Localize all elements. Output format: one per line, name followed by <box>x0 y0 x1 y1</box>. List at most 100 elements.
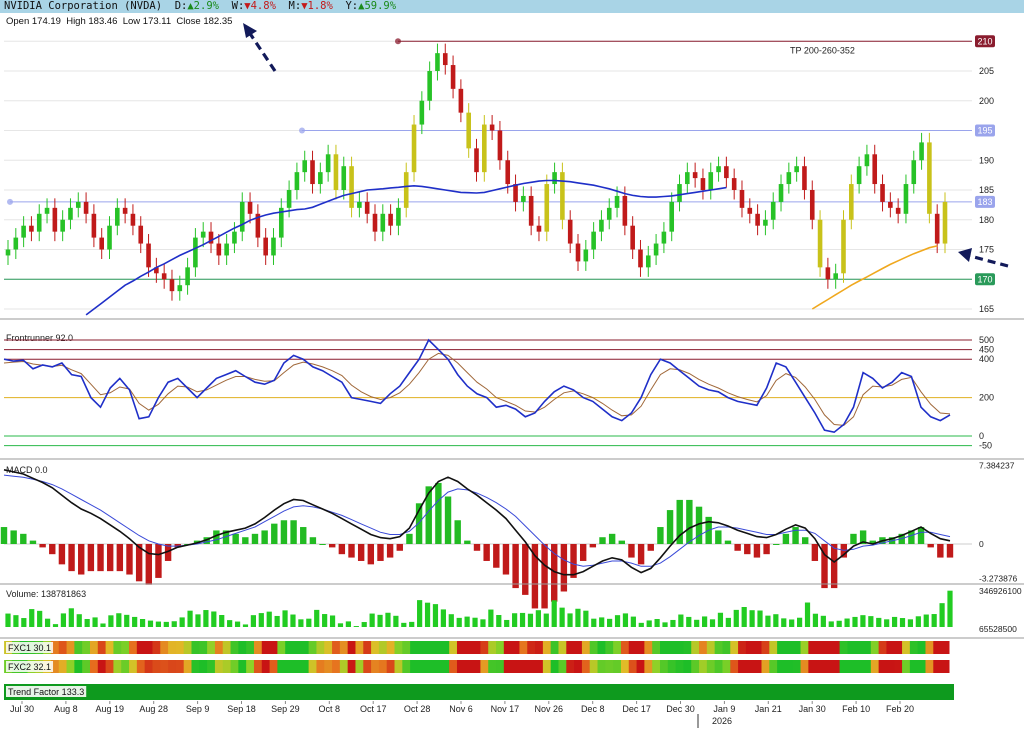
fxc2-cell <box>214 660 224 673</box>
fxc1-cell <box>886 641 895 654</box>
fxc2-cell <box>402 660 411 673</box>
year-change: ▲59.9% <box>358 0 397 12</box>
macd-panel[interactable]: MACD 0.0 7.384237 0 -3.273876 <box>0 461 1018 609</box>
fxc1-cell <box>230 641 239 654</box>
volume-bar <box>899 618 906 627</box>
volume-bar <box>583 610 589 627</box>
volume-bar <box>630 616 636 627</box>
macd-histogram-bar <box>39 544 46 548</box>
fxc2-cell <box>160 660 169 673</box>
volume-tick: 346926100 <box>979 586 1022 596</box>
volume-bar <box>92 617 98 627</box>
volume-bar <box>179 617 185 627</box>
volume-bar <box>891 616 898 627</box>
fxc1-cell <box>464 641 474 654</box>
fxc2-cell <box>488 660 497 673</box>
volume-bar <box>488 609 494 627</box>
candle-body <box>809 190 815 220</box>
x-tick-label: Sep 18 <box>227 704 256 714</box>
volume-bar <box>694 619 700 627</box>
fxc1-cell <box>550 641 560 654</box>
fxc2-cell <box>784 660 794 673</box>
volume-panel[interactable]: Volume: 138781863 346926100 65528500 <box>5 586 1022 634</box>
volume-bar <box>686 616 692 627</box>
volume-bar <box>884 619 890 627</box>
macd-histogram-bar <box>628 544 635 558</box>
volume-bar <box>227 620 233 627</box>
fxc1-cell <box>58 641 68 654</box>
candle-body <box>396 207 401 226</box>
candle-body <box>638 249 643 268</box>
macd-histogram-bar <box>87 544 95 572</box>
candle-body <box>310 160 315 185</box>
fxc1-cell <box>488 641 497 654</box>
price-panel[interactable]: 165170175180185190195200205210210TP 200-… <box>4 23 1009 316</box>
macd-histogram-bar <box>744 544 751 555</box>
fxc1-cell <box>214 641 224 654</box>
fxc2-cell <box>480 660 489 673</box>
volume-bar <box>298 619 304 627</box>
candle-body <box>349 166 354 208</box>
candle-body <box>505 160 511 185</box>
fxc2-cell <box>792 660 802 673</box>
fxc2-cell <box>300 660 310 673</box>
macd-histogram-bar <box>68 544 75 572</box>
volume-bar <box>195 614 201 627</box>
fxc1-cell <box>105 641 115 654</box>
fxc2-cell <box>675 660 685 673</box>
macd-histogram-bar <box>666 510 674 544</box>
macd-histogram-bar <box>560 544 568 592</box>
fxc2-cell <box>574 660 583 673</box>
fxc1-cell <box>285 641 294 654</box>
fxc2-cell <box>339 660 349 673</box>
fxc2-cell <box>620 660 630 673</box>
macd-signal-line <box>3 474 951 567</box>
volume-bar <box>432 604 439 627</box>
fxc2-cell <box>378 660 388 673</box>
fxc1-cell <box>456 641 466 654</box>
candle-body <box>29 225 34 232</box>
macd-histogram-bar <box>551 544 558 602</box>
candle-body <box>75 201 81 208</box>
frontrunner-tick: 0 <box>979 431 984 441</box>
fxc1-cell <box>597 641 606 654</box>
volume-bar <box>535 610 541 627</box>
volume-bar <box>393 615 399 627</box>
fxc2-cell <box>183 660 193 673</box>
volume-bar <box>773 614 779 627</box>
candle-body <box>271 237 276 256</box>
level-tag-210 <box>975 35 995 48</box>
level-note: TP 200-260-352 <box>790 45 855 55</box>
candle-body <box>513 184 518 202</box>
fxc2-cell <box>902 660 911 673</box>
fxc1-cell <box>613 641 622 654</box>
candle-body <box>208 231 214 244</box>
candle-body <box>763 219 768 226</box>
fxc1-cell <box>894 641 903 654</box>
fxc2-cell <box>519 660 528 673</box>
macd-tick: -3.273876 <box>979 574 1018 584</box>
fxc2-cell <box>261 660 271 673</box>
fxc1-cell <box>620 641 630 654</box>
frontrunner-tick: -50 <box>979 441 992 451</box>
volume-bar <box>44 618 51 627</box>
candle-body <box>450 65 456 89</box>
candle-body <box>325 154 331 173</box>
fxc2-cell <box>652 660 661 673</box>
year-label: Y: <box>345 0 359 12</box>
candle-body <box>357 201 362 208</box>
fxc1-cell <box>628 641 638 654</box>
fxc1-cell <box>511 641 521 654</box>
fxc1-cell <box>402 641 411 654</box>
volume-bar <box>670 619 676 627</box>
annotation-arrow-head <box>958 248 972 262</box>
fxc2-cell <box>683 660 692 673</box>
macd-histogram-bar <box>367 544 375 565</box>
volume-bar <box>139 619 146 627</box>
fxc2-cell <box>464 660 474 673</box>
fxc2-cell <box>456 660 466 673</box>
candle-body <box>708 172 714 190</box>
volume-bar <box>575 608 581 627</box>
